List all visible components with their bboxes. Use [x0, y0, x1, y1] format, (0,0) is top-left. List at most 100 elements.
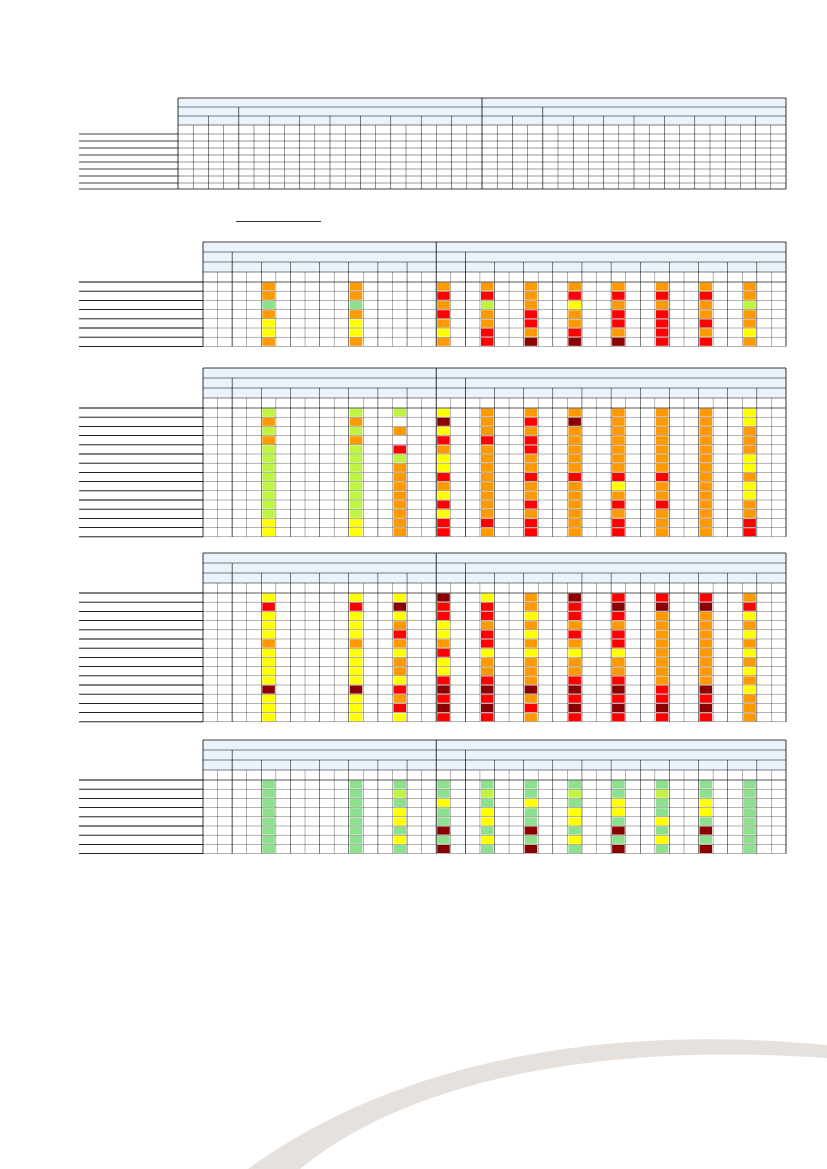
heatmap-4-cell	[612, 799, 625, 807]
heatmap-1-cell	[568, 328, 581, 337]
heatmap-3-cell	[612, 713, 625, 722]
heatmap-3-cell	[393, 658, 407, 666]
heatmap-2-cell	[655, 417, 669, 426]
heatmap-2-cell	[393, 509, 407, 518]
heatmap-4-cell	[349, 835, 363, 844]
heatmap-4-cell	[262, 845, 275, 853]
heatmap-2-cell	[743, 417, 756, 426]
heatmap-4-cell	[349, 799, 363, 807]
heatmap-2-cell	[568, 500, 581, 509]
heatmap-2-cell	[349, 500, 363, 509]
heatmap-2-cell	[743, 500, 756, 509]
heatmap-4-cell	[655, 817, 669, 826]
heatmap-2-cell	[655, 491, 669, 500]
heatmap-2-cell	[524, 408, 538, 417]
heatmap-1-cell	[655, 319, 669, 328]
heatmap-3-cell	[349, 630, 363, 639]
heatmap-2-cell	[699, 473, 713, 481]
heatmap-3-cell	[612, 593, 625, 602]
heatmap-1-cell	[655, 310, 669, 319]
heatmap-2-cell	[524, 427, 538, 435]
heatmap-1-cell	[568, 337, 581, 346]
heatmap-2-cell	[743, 528, 756, 537]
heatmap-4-cell	[655, 835, 669, 844]
heatmap-3-cell	[393, 639, 407, 648]
heatmap-4-cell	[524, 780, 538, 789]
heatmap-3-cell	[393, 685, 407, 694]
heatmap-3-cell	[349, 704, 363, 712]
heatmap-2-cell	[262, 528, 275, 537]
heatmap-3-cell	[524, 667, 538, 676]
heatmap-4-cell	[480, 808, 494, 817]
heatmap-3-cell	[349, 667, 363, 676]
heatmap-4-cell	[699, 780, 713, 789]
heatmap-1-cell	[699, 301, 713, 309]
heatmap-1-cell	[349, 319, 363, 328]
heatmap-3-cell	[655, 621, 669, 630]
heatmap-1-cell	[655, 337, 669, 346]
heatmap-4-cell	[568, 826, 581, 835]
heatmap-3-cell	[524, 630, 538, 639]
heatmap-4-cell	[568, 817, 581, 826]
heatmap-1-cell	[568, 319, 581, 328]
heatmap-1-cell	[262, 291, 275, 300]
heatmap-1-cell	[699, 282, 713, 291]
heatmap-4-cell	[393, 817, 407, 826]
heatmap-3-cell	[699, 593, 713, 602]
heatmap-3-cell	[349, 658, 363, 666]
heatmap-4-cell	[655, 799, 669, 807]
heatmap-1-cell	[349, 328, 363, 337]
heatmap-3-cell	[480, 602, 494, 611]
heatmap-3-cell	[612, 612, 625, 620]
heatmap-2-cell	[262, 519, 275, 527]
heatmap-3-cell	[480, 713, 494, 722]
heatmap-3-cell	[437, 602, 450, 611]
heatmap-1-cell	[568, 310, 581, 319]
heatmap-2-cell	[612, 509, 625, 518]
heatmap-3-cell	[437, 704, 450, 712]
heatmap-1-cell	[524, 282, 538, 291]
heatmap-1-cell	[699, 319, 713, 328]
heatmap-3-cell	[262, 685, 275, 694]
heatmap-3-cell	[699, 704, 713, 712]
heatmap-2-cell	[568, 445, 581, 454]
heatmap-2-cell	[699, 519, 713, 527]
heatmap-3-cell	[480, 648, 494, 657]
heatmap-3-cell	[612, 658, 625, 666]
heatmap-4-cell	[743, 826, 756, 835]
heatmap-1-cell	[480, 301, 494, 309]
heatmap-3-cell	[480, 621, 494, 630]
heatmap-3-cell	[437, 648, 450, 657]
heatmap-2-cell	[743, 482, 756, 491]
heatmap-3-cell	[655, 639, 669, 648]
heatmap-2-cell	[480, 454, 494, 463]
heatmap-2-cell	[393, 427, 407, 435]
heatmap-4-cell	[437, 826, 450, 835]
heatmap-3-cell	[568, 621, 581, 630]
heatmap-4-cell	[349, 845, 363, 853]
heatmap-2-cell	[437, 500, 450, 509]
heatmap-3-cell	[480, 593, 494, 602]
heatmap-3-cell	[612, 648, 625, 657]
heatmap-2-cell	[262, 417, 275, 426]
heatmap-4-cell	[568, 780, 581, 789]
heatmap-3-cell	[437, 621, 450, 630]
heatmap-4-cell	[699, 826, 713, 835]
heatmap-3-cell	[480, 658, 494, 666]
heatmap-2-cell	[524, 417, 538, 426]
heatmap-1-cell	[568, 291, 581, 300]
heatmap-2-cell	[262, 427, 275, 435]
heatmap-3-cell	[655, 713, 669, 722]
heatmap-3-cell	[524, 704, 538, 712]
heatmap-3-cell	[568, 713, 581, 722]
heatmap-3-cell	[655, 658, 669, 666]
heatmap-2-cell	[349, 491, 363, 500]
heatmap-3-cell	[568, 667, 581, 676]
heatmap-2-cell	[699, 427, 713, 435]
heatmap-2-cell	[480, 482, 494, 491]
heatmap-2-cell	[655, 519, 669, 527]
heatmap-2-cell	[655, 436, 669, 445]
heatmap-1-cell	[699, 328, 713, 337]
heatmap-3-cell	[437, 593, 450, 602]
heatmap-3-cell	[655, 676, 669, 685]
